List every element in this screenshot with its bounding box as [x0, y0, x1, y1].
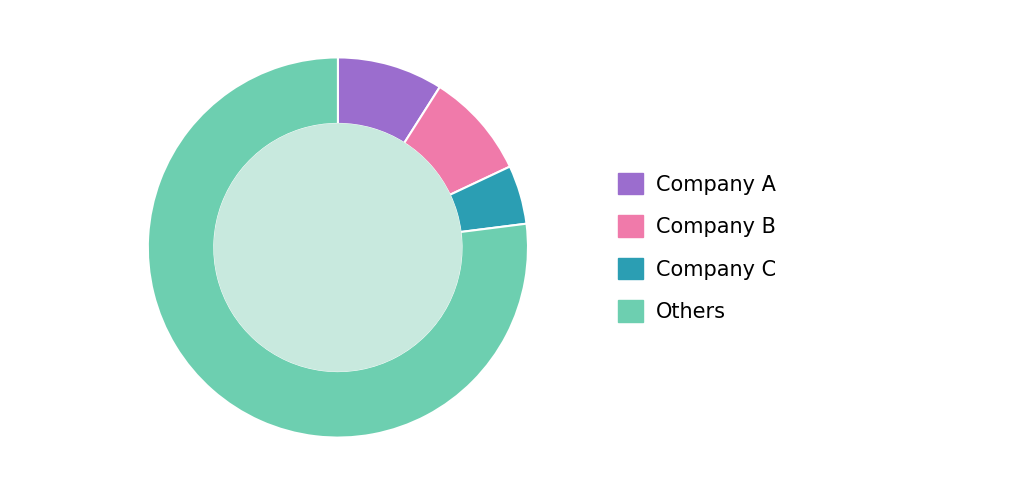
Circle shape [214, 124, 462, 371]
Wedge shape [404, 87, 510, 195]
Legend: Company A, Company B, Company C, Others: Company A, Company B, Company C, Others [609, 164, 784, 331]
Wedge shape [147, 57, 528, 438]
Wedge shape [338, 57, 439, 143]
Wedge shape [450, 167, 526, 232]
